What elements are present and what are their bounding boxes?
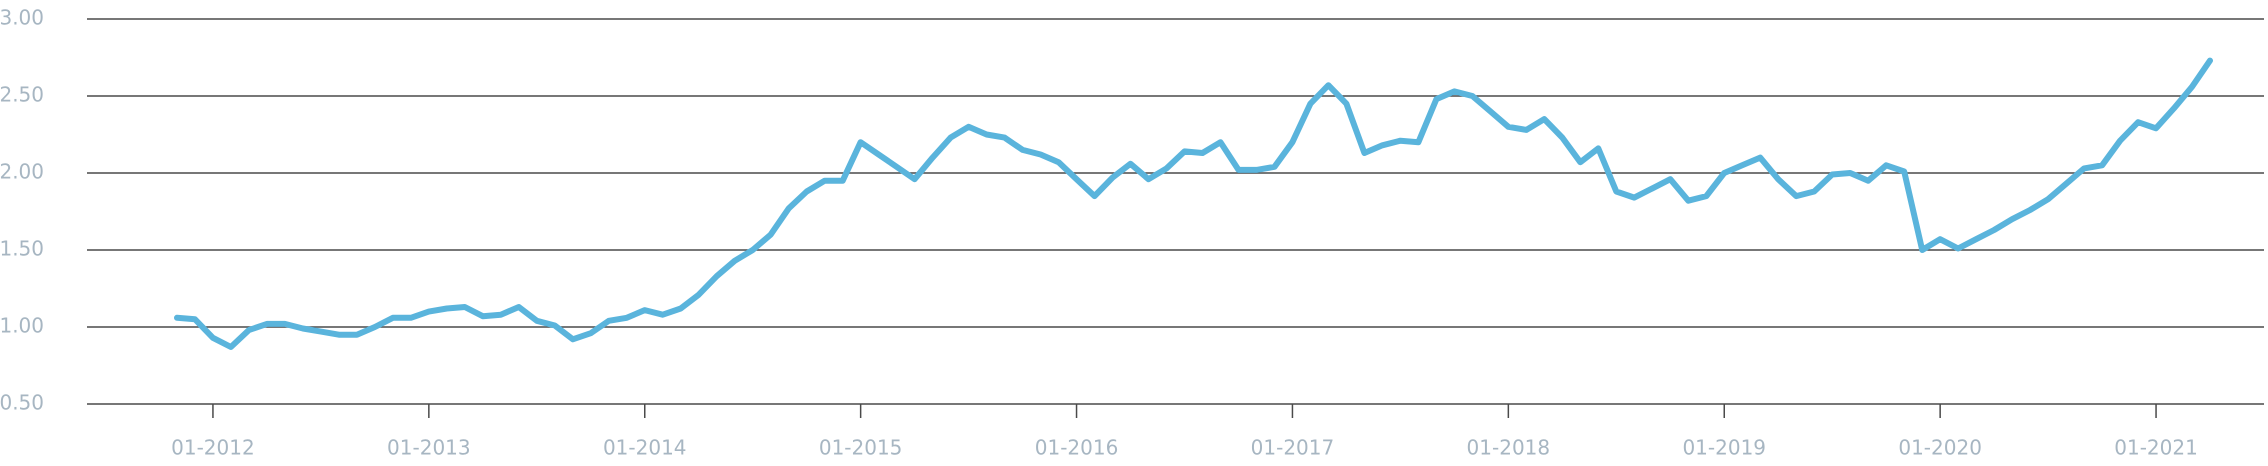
x-tick-label: 01-2015: [819, 436, 903, 460]
y-tick-label: 2.00: [0, 160, 44, 184]
x-tick-label: 01-2021: [2114, 436, 2198, 460]
y-tick-label: 3.00: [0, 6, 44, 30]
x-tick-label: 01-2018: [1467, 436, 1551, 460]
y-tick-label: 1.50: [0, 237, 44, 261]
y-tick-label: 2.50: [0, 83, 44, 107]
x-tick-label: 01-2012: [171, 436, 255, 460]
y-tick-label: 1.00: [0, 314, 44, 338]
x-tick-label: 01-2019: [1682, 436, 1766, 460]
x-tick-label: 01-2014: [603, 436, 687, 460]
data-line: [174, 57, 2213, 350]
x-tick-label: 01-2013: [387, 436, 471, 460]
x-tick-label: 01-2017: [1251, 436, 1335, 460]
y-tick-label: 0.50: [0, 391, 44, 415]
x-tick-label: 01-2020: [1898, 436, 1982, 460]
x-tick-label: 01-2016: [1035, 436, 1119, 460]
